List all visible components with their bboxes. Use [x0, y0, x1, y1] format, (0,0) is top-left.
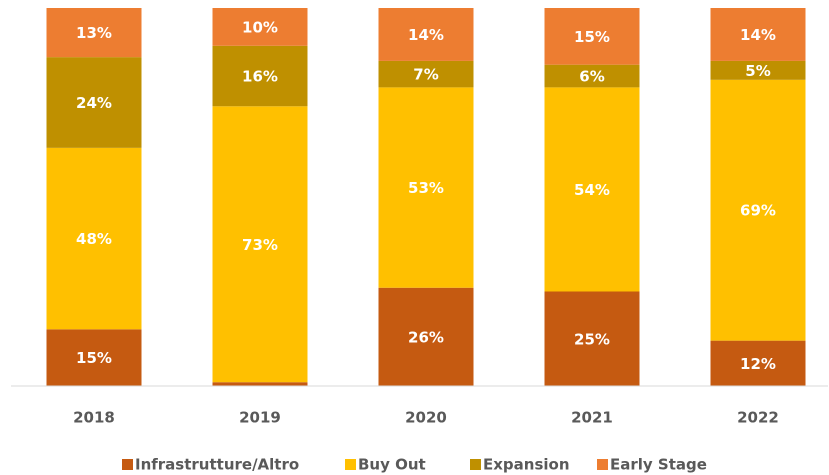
bar-segment — [710, 340, 806, 386]
legend-label: Infrastrutture/Altro — [135, 456, 299, 474]
legend-label: Buy Out — [358, 456, 426, 474]
x-tick-label: 2022 — [737, 409, 779, 427]
bar-segment — [46, 329, 142, 386]
data-label: 16% — [242, 68, 278, 86]
data-label: 6% — [579, 68, 604, 86]
bar-segment — [710, 79, 806, 341]
bar-segment — [710, 8, 806, 61]
x-tick-label: 2021 — [571, 409, 613, 427]
bar-segment — [212, 8, 308, 46]
bar-segment — [710, 60, 806, 80]
legend-swatch — [122, 459, 133, 470]
legend-swatch — [597, 459, 608, 470]
bar-segment — [378, 8, 474, 61]
legend-label: Early Stage — [610, 456, 707, 474]
data-label: 13% — [76, 24, 112, 42]
bar-segment — [544, 64, 640, 88]
data-label: 14% — [740, 26, 776, 44]
bar-segment — [378, 60, 474, 88]
bar-segment — [46, 8, 142, 58]
bar-segment — [544, 8, 640, 65]
data-label: 12% — [740, 355, 776, 373]
x-tick-label: 2020 — [405, 409, 447, 427]
data-label: 69% — [740, 202, 776, 220]
data-label: 48% — [76, 230, 112, 248]
data-label: 53% — [408, 179, 444, 197]
x-tick-label: 2018 — [73, 409, 115, 427]
bar-segment — [378, 87, 474, 288]
bar-segment — [378, 287, 474, 386]
data-label: 10% — [242, 18, 278, 36]
data-label: 73% — [242, 236, 278, 254]
bar-segment — [212, 382, 308, 386]
data-label: 14% — [408, 26, 444, 44]
data-label: 25% — [574, 330, 610, 348]
bar-segment — [46, 57, 142, 148]
bar-segment — [544, 87, 640, 292]
data-label: 26% — [408, 328, 444, 346]
bar-segment — [544, 291, 640, 386]
x-tick-label: 2019 — [239, 409, 281, 427]
data-label: 15% — [574, 28, 610, 46]
legend-label: Expansion — [483, 456, 570, 474]
data-label: 24% — [76, 94, 112, 112]
legend-swatch — [345, 459, 356, 470]
bar-segment — [212, 45, 308, 107]
legend-swatch — [470, 459, 481, 470]
bar-segment — [46, 147, 142, 330]
bar-segment — [212, 106, 308, 383]
data-label: 7% — [413, 66, 438, 84]
data-label: 54% — [574, 181, 610, 199]
data-label: 5% — [745, 62, 770, 80]
data-label: 15% — [76, 349, 112, 367]
